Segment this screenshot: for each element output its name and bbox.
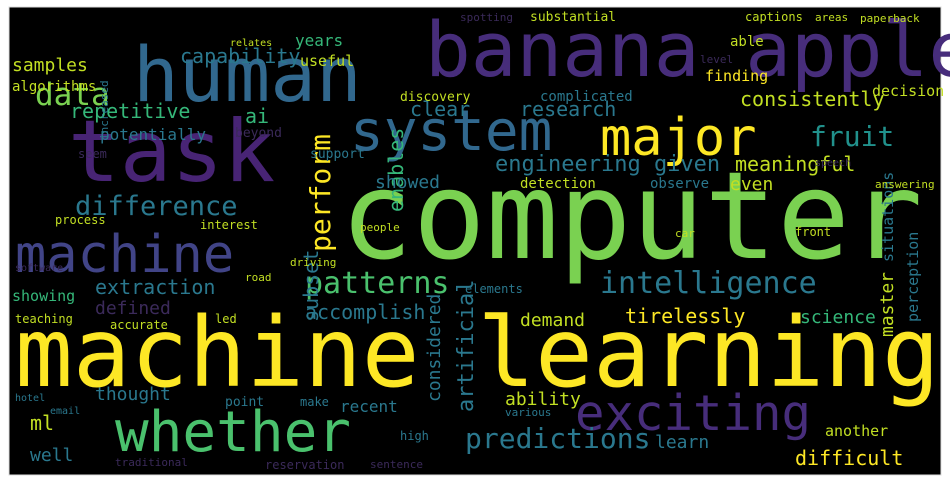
- word: extraction: [95, 275, 215, 299]
- word: complicated: [540, 89, 633, 105]
- word: difficult: [795, 446, 903, 470]
- word: front: [795, 225, 831, 239]
- word: artificial: [454, 280, 479, 412]
- word: master: [877, 272, 898, 337]
- word: high: [400, 429, 429, 443]
- word: interest: [200, 218, 258, 232]
- word: learn: [655, 432, 709, 453]
- word: make: [300, 395, 329, 409]
- word: repetitive: [70, 99, 190, 123]
- word: paperback: [860, 12, 920, 25]
- word: finding: [705, 67, 768, 85]
- word: system: [350, 99, 552, 164]
- word: major: [600, 108, 757, 168]
- word: machine: [15, 225, 234, 285]
- word: potentially: [100, 125, 206, 144]
- cloud-background: [8, 6, 942, 476]
- word: research: [520, 97, 616, 121]
- word: tirelessly: [625, 304, 745, 328]
- word: discovery: [400, 90, 471, 105]
- word: samples: [12, 55, 88, 76]
- word: relates: [230, 38, 272, 49]
- word: subset: [299, 250, 323, 322]
- word: computer: [340, 146, 923, 287]
- word: observe: [650, 176, 709, 192]
- word: useful: [300, 52, 354, 70]
- word: machine learning: [15, 297, 940, 409]
- word: engineering given: [495, 152, 720, 177]
- word: point: [225, 395, 264, 410]
- word: difference: [75, 191, 238, 222]
- word: increased: [98, 80, 111, 140]
- word: years: [295, 31, 343, 50]
- word: email: [50, 406, 80, 417]
- word: another: [825, 422, 888, 440]
- word: answering: [875, 178, 935, 191]
- word: whether: [115, 400, 351, 465]
- word: predictions: [465, 422, 650, 455]
- word: areas: [815, 11, 848, 24]
- word: situations: [879, 172, 897, 262]
- word: hotel: [15, 393, 45, 404]
- word: detection: [520, 176, 596, 192]
- word: considered: [424, 294, 445, 402]
- word: driving: [290, 256, 336, 269]
- word: ability: [505, 389, 581, 410]
- word: algorithms: [12, 79, 96, 95]
- word: even: [730, 174, 773, 195]
- word: consistently: [740, 87, 885, 111]
- word: level: [700, 53, 733, 66]
- word: led: [215, 312, 237, 326]
- word: various: [505, 406, 551, 419]
- word: ai: [245, 104, 269, 128]
- word: substantial: [530, 10, 616, 25]
- word: accurate: [110, 318, 168, 332]
- word: demand: [520, 310, 585, 331]
- word: clear: [410, 97, 470, 121]
- word: teaching: [15, 312, 73, 326]
- word: car: [675, 227, 695, 240]
- word: perception: [904, 232, 922, 322]
- word: showing: [12, 287, 75, 305]
- word: perform: [304, 134, 337, 252]
- word: well: [30, 445, 73, 466]
- word: thought: [95, 384, 171, 405]
- word: speech: [815, 158, 851, 169]
- word: accomplish: [305, 300, 425, 324]
- word: reservation: [265, 458, 344, 472]
- word: road: [245, 271, 272, 284]
- word: intelligence: [600, 266, 817, 301]
- word: patterns: [305, 266, 450, 301]
- word: meaningful: [735, 152, 855, 176]
- word: elements: [465, 282, 523, 296]
- word: sentence: [370, 458, 423, 471]
- word: science: [800, 307, 876, 328]
- word: able: [730, 34, 764, 50]
- word: support: [310, 147, 365, 162]
- word: decision: [872, 82, 944, 100]
- word: people: [360, 221, 400, 234]
- word: banana apple: [425, 5, 950, 94]
- word: showed: [375, 172, 440, 193]
- word: traditional: [115, 456, 188, 469]
- word: captions: [745, 10, 803, 24]
- word: spotting: [460, 11, 513, 24]
- word: human: [133, 30, 362, 119]
- word: fruit: [810, 120, 894, 153]
- word: beyond: [235, 126, 282, 141]
- word: task: [68, 102, 275, 202]
- word: seem: [78, 147, 107, 161]
- word: software: [15, 263, 63, 274]
- word: ml: [30, 411, 54, 435]
- word: process: [55, 213, 106, 227]
- word: enables: [384, 128, 408, 212]
- word: data: [35, 77, 110, 113]
- word: exciting: [575, 385, 811, 442]
- word: defined: [95, 298, 171, 319]
- word: recent: [340, 397, 398, 416]
- word: capability: [180, 44, 300, 68]
